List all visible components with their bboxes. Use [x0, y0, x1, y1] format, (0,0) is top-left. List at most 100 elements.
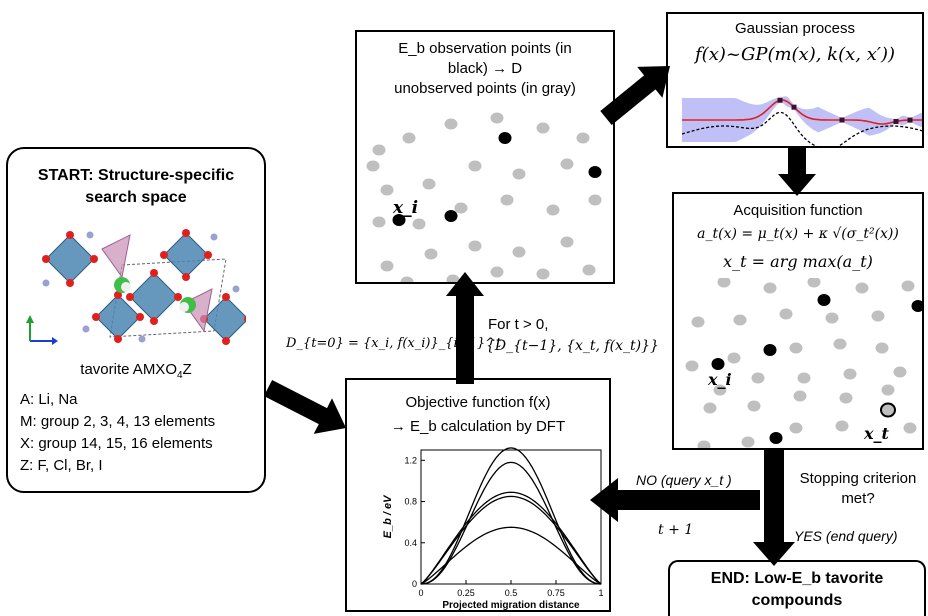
arrow-observation-to-gp: [600, 66, 670, 125]
unobserved-point: [446, 274, 460, 282]
stop-criterion-line2: met?: [841, 490, 875, 507]
end-box: END: Low-E_b tavorite compounds: [668, 560, 926, 616]
unobserved-point: [588, 194, 602, 206]
oxygen-atom: [42, 255, 50, 263]
energy-curve-2: [420, 461, 602, 585]
d-init-label: D_{t=0} = {x_i, f(x_i)}_{i=1}^t: [286, 336, 502, 351]
unobserved-point: [366, 160, 380, 172]
element-line-m: M: group 2, 3, 4, 13 elements: [20, 413, 216, 430]
unobserved-point: [468, 160, 482, 172]
no-query-label: NO (query x_t ): [636, 472, 732, 488]
d-update-label: {D_{t−1}, {x_t, f(x_t)}}: [486, 338, 659, 354]
x-tick-label: 0.5: [505, 588, 518, 598]
unobserved-point: [380, 260, 394, 272]
energy-curve-5: [420, 526, 602, 585]
unobserved-point: [512, 168, 526, 180]
oxygen-atom: [114, 291, 122, 299]
unobserved-point: [582, 264, 596, 276]
unobserved-point: [881, 384, 895, 396]
unobserved-point: [697, 440, 711, 448]
unobserved-point: [454, 202, 468, 214]
unobserved-point: [789, 422, 803, 434]
unobserved-point: [424, 248, 438, 260]
unobserved-point: [797, 372, 811, 384]
unobserved-point: [839, 392, 853, 404]
y-tick-label: 0.4: [404, 538, 417, 548]
unobserved-point: [825, 312, 839, 324]
gp-observation-marker: [777, 97, 783, 103]
compound-suffix: Z: [182, 361, 192, 378]
energy-curve-1: [420, 447, 602, 585]
x-tick-label: 0.25: [457, 588, 475, 598]
y-tick-label: 0.8: [404, 497, 417, 507]
unobserved-point: [691, 316, 705, 328]
element-line-a: A: Li, Na: [20, 391, 78, 408]
unobserved-point: [871, 310, 885, 322]
unobserved-point: [763, 282, 777, 294]
arrow-stem-down: [764, 450, 784, 520]
acquisition-box: Acquisition function a_t(x) = μ_t(x) + κ…: [672, 192, 924, 450]
observation-xi-label: x_i: [393, 198, 419, 218]
start-box: START: Structure-specific search space t…: [6, 147, 266, 493]
yes-end-label: YES (end query): [794, 528, 898, 544]
unobserved-point: [747, 400, 761, 412]
unobserved-point: [400, 276, 414, 282]
unobserved-point: [490, 112, 504, 124]
acq-title: Acquisition function: [733, 202, 863, 219]
start-title-line1: START: Structure-specific: [37, 167, 235, 184]
oxygen-atom: [204, 251, 212, 259]
unobserved-point: [560, 158, 574, 170]
observed-point: [911, 300, 922, 312]
observed-point: [769, 432, 783, 444]
objective-box: Objective function f(x) → E_b calculatio…: [345, 378, 611, 612]
link-atom: [138, 335, 146, 343]
unobserved-point: [444, 118, 458, 130]
link-atom: [232, 285, 240, 293]
stop-criterion-line1: Stopping criterion: [799, 470, 917, 487]
oxygen-atom: [160, 251, 168, 259]
link-atom: [86, 231, 94, 239]
objective-line2: → E_b calculation by DFT: [390, 418, 566, 435]
unobserved-point: [875, 342, 889, 354]
oxygen-atom: [222, 293, 230, 301]
oxygen-atom: [182, 273, 190, 281]
x-tick-label: 1: [598, 588, 603, 598]
unobserved-point: [779, 308, 793, 320]
unobserved-point: [751, 372, 765, 384]
observed-point: [444, 210, 458, 222]
compound-subscript: 4: [176, 370, 183, 381]
oxygen-atom: [136, 313, 144, 321]
gp-observation-marker: [839, 117, 845, 123]
unobserved-point: [855, 282, 869, 294]
unobserved-point: [512, 246, 526, 258]
observed-point: [711, 358, 725, 370]
unobserved-point: [713, 384, 727, 396]
energy-curve-4: [420, 495, 602, 585]
start-title-line2: search space: [85, 189, 187, 206]
acq-formula2: x_t = arg max(a_t): [723, 252, 873, 271]
oxygen-atom: [174, 293, 182, 301]
unobserved-point: [893, 366, 907, 378]
arrow-no-query-back: [590, 478, 760, 522]
energy-barrier-chart: 0 0.4 0.8 1.2 0 0.25 0.5 0.75 1 Projected migrati…: [382, 447, 604, 610]
oxygen-atom: [90, 255, 98, 263]
observation-line1: E_b observation points (in: [398, 40, 572, 57]
oxygen-atom: [66, 279, 74, 287]
oxygen-atom: [150, 269, 158, 277]
oxygen-atom: [126, 293, 134, 301]
unobserved-point: [901, 280, 915, 292]
objective-line1: Objective function f(x): [405, 394, 551, 411]
link-atom: [42, 279, 50, 287]
observation-box: E_b observation points (in black) → D un…: [355, 30, 615, 284]
link-atom: [82, 325, 90, 333]
unobserved-point: [807, 278, 821, 288]
oxygen-atom: [222, 337, 230, 345]
unobserved-point: [490, 266, 504, 278]
observation-scatter: [366, 112, 602, 282]
unobserved-point: [835, 420, 849, 432]
unobserved-point: [560, 236, 574, 248]
acq-xt-label: x_t: [864, 424, 889, 443]
unobserved-point: [468, 240, 482, 252]
unobserved-point: [717, 278, 731, 288]
